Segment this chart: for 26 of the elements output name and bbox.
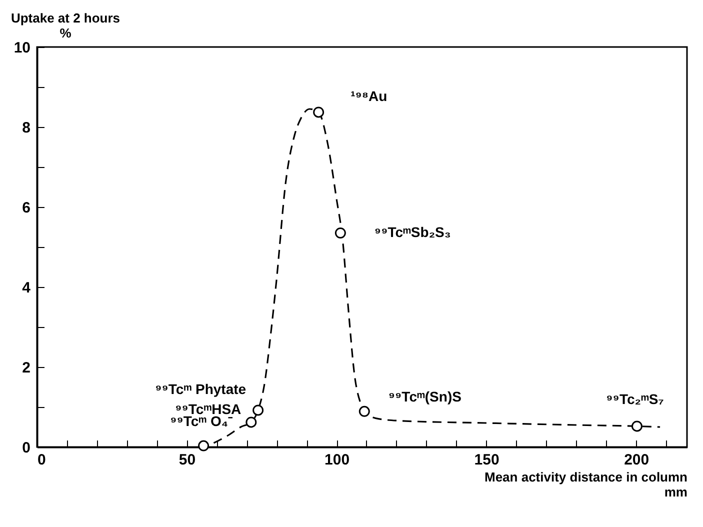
y-tick-label: 4 <box>22 280 32 296</box>
annotation: ⁹⁹Tcᵐ(Sn)S <box>388 388 462 404</box>
point <box>246 416 257 428</box>
y-tick-label: 6 <box>22 200 30 216</box>
annotation: ⁹⁹Tc₂ᵐS₇ <box>606 391 664 408</box>
point <box>631 420 642 432</box>
point <box>358 406 370 417</box>
x-tick-label: 200 <box>624 452 650 468</box>
y-tick-label: 2 <box>22 360 30 376</box>
y-axis-title: Uptake at 2 hours % <box>10 10 120 40</box>
x-tick-label: 100 <box>324 452 350 468</box>
annotation: ¹⁹⁸Au <box>350 88 388 104</box>
x-tick-label: 0 <box>38 452 46 468</box>
point <box>252 404 264 416</box>
point <box>198 440 210 452</box>
annotation: ⁹⁹TcᵐSb₂S₃ <box>374 224 451 240</box>
annotation: ⁹⁹TcᵐHSA <box>175 401 242 418</box>
annotation: ⁹⁹Tcᵐ Phytate <box>155 381 246 398</box>
point <box>334 228 346 238</box>
y-tick-label: 10 <box>14 40 30 56</box>
x-tick-label: 150 <box>474 452 500 468</box>
y-tick-label: 8 <box>22 120 30 136</box>
x-tick-label: 50 <box>178 452 196 468</box>
x-axis-title: Mean activity distance in column mm <box>484 470 688 500</box>
y-tick-label: 0 <box>22 440 30 456</box>
point <box>313 106 324 118</box>
